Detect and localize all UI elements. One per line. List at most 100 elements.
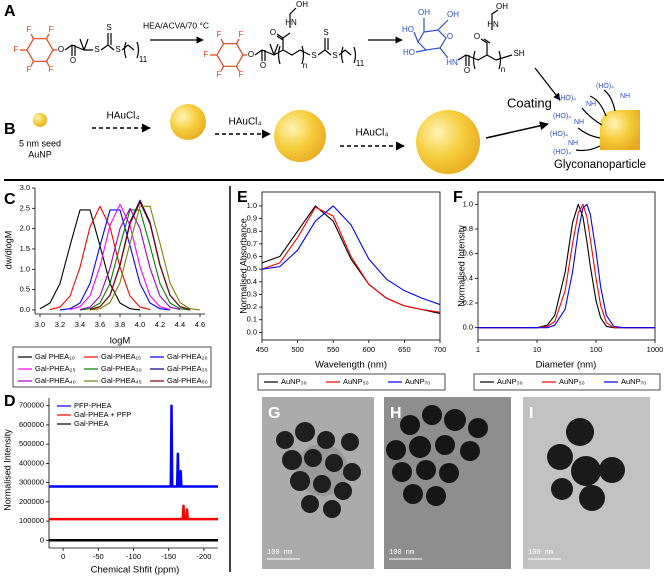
y-tick-label: 0.0	[247, 327, 257, 336]
atom: F	[49, 25, 54, 34]
x-tick-label: 1000	[647, 345, 664, 354]
x-axis-label: logM	[110, 336, 131, 347]
panel-label: A	[4, 3, 16, 20]
panel-label: B	[4, 121, 16, 138]
legend-box	[12, 346, 212, 388]
x-tick-label: 3.2	[55, 320, 65, 329]
y-tick-label: 700000	[19, 401, 44, 410]
y-axis-label: Normalised Intensity	[2, 429, 12, 511]
plot-frame	[261, 191, 441, 341]
scale-bar-label: 100 nm	[389, 549, 414, 557]
legend-label: AuNP₇₀	[621, 377, 646, 386]
data-line	[261, 205, 441, 306]
atom: OH	[296, 0, 308, 9]
atom: O	[58, 45, 64, 54]
legend-label: AuNP₃₀	[281, 377, 307, 386]
x-tick-label: 3.4	[75, 320, 85, 329]
glyco-label: (HO)₄	[596, 83, 614, 90]
atom: F	[14, 45, 19, 54]
y-axis-label: dw/dlogM	[3, 231, 13, 270]
glyco-label: (HO)₄	[550, 131, 568, 138]
y-tick-label: 2.5	[20, 203, 30, 212]
legend-label: Gal-PHEA₃₀	[101, 364, 142, 373]
y-tick-label: 0.6	[463, 249, 473, 258]
x-tick-label: 600	[363, 345, 376, 354]
panel-label: F	[453, 189, 463, 206]
atom: SH	[513, 49, 524, 58]
scale-bar-label: 100 nm	[528, 549, 553, 557]
glyco-label: NH	[620, 93, 630, 100]
y-tick-label: 0.6	[247, 251, 257, 260]
legend-label: Gal-PHEA₂₅	[35, 364, 76, 373]
x-tick-label: 650	[398, 345, 411, 354]
legend-label: Gal-PHEA₁₅	[101, 352, 141, 361]
y-tick-label: 0	[40, 535, 44, 544]
atom: HN	[487, 20, 499, 29]
panel-label: D	[4, 393, 16, 410]
atom: O	[464, 66, 470, 75]
x-tick-label: -100	[126, 552, 141, 561]
legend-label: AuNP₇₀	[405, 377, 430, 386]
data-line	[478, 203, 655, 329]
x-tick-label: -150	[161, 552, 176, 561]
x-tick-label: 4.4	[175, 320, 185, 329]
x-tick-label: 4.6	[195, 320, 205, 329]
glyco-label: (HO)₄	[553, 113, 571, 120]
atom: HN	[285, 18, 297, 27]
x-tick-label: 700	[434, 345, 447, 354]
y-tick-label: 0.9	[247, 214, 257, 223]
x-axis-label: Wavelength (nm)	[315, 360, 387, 371]
scheme-a: A F F F F F O O S S S 11 HEA/ACVA/70 °C …	[4, 0, 561, 101]
glyco-label: NH	[574, 119, 584, 126]
data-line	[69, 203, 171, 311]
scale-bar-label: 100 nm	[267, 549, 292, 557]
atom: n	[501, 65, 505, 74]
y-tick-label: 0.7	[247, 239, 257, 248]
legend-box	[473, 373, 661, 391]
y-tick-label: 1.5	[20, 244, 30, 253]
x-tick-label: 4.2	[155, 320, 165, 329]
atom: O	[260, 61, 266, 70]
atom: OH	[496, 2, 508, 11]
legend-label: Gal-PHEA₄₅	[101, 376, 142, 385]
x-tick-label: -200	[196, 552, 211, 561]
atom: S	[311, 51, 316, 60]
x-tick-label: 550	[327, 345, 340, 354]
data-line	[49, 205, 151, 311]
coating-label: Coating	[507, 95, 552, 110]
glyco-label: (HO)₄	[558, 95, 576, 102]
panel-label: E	[237, 189, 248, 206]
data-line	[478, 203, 655, 329]
legend-box	[257, 373, 446, 391]
atom: 11	[139, 55, 148, 64]
atom: HO	[403, 48, 415, 57]
atom: F	[204, 50, 209, 59]
atom: OH	[447, 10, 459, 19]
atom: O	[270, 28, 276, 37]
legend-label: AuNP₃₀	[497, 377, 523, 386]
data-line	[261, 206, 441, 313]
y-tick-label: 1.0	[463, 199, 473, 208]
glyco-label: NH	[568, 140, 578, 147]
data-line	[79, 207, 181, 311]
atom: O	[70, 56, 76, 65]
data-line	[59, 209, 171, 311]
panel-label: G	[268, 405, 280, 422]
data-line	[478, 203, 655, 329]
legend-label: AuNP₅₀	[559, 377, 585, 386]
seed-label: 5 nm seed	[19, 138, 61, 148]
x-axis-label: Diameter (nm)	[536, 360, 597, 371]
legend-label: Gal PHEA₁₀	[35, 352, 75, 361]
product-label: Glyconanoparticle	[554, 159, 646, 171]
y-tick-label: 600000	[19, 420, 44, 429]
x-axis-label: Chemical Shfit (ppm)	[91, 565, 180, 576]
y-tick-label: 0.8	[247, 226, 257, 235]
x-tick-label: 1	[476, 345, 480, 354]
atom: n	[303, 61, 307, 70]
y-tick-label: 0.5	[20, 285, 30, 294]
legend-label: PFP-PHEA	[74, 401, 112, 410]
x-tick-label: 0	[61, 552, 65, 561]
atom: HN	[446, 58, 458, 67]
y-tick-label: 0.2	[463, 298, 473, 307]
y-tick-label: 0.0	[20, 305, 30, 314]
